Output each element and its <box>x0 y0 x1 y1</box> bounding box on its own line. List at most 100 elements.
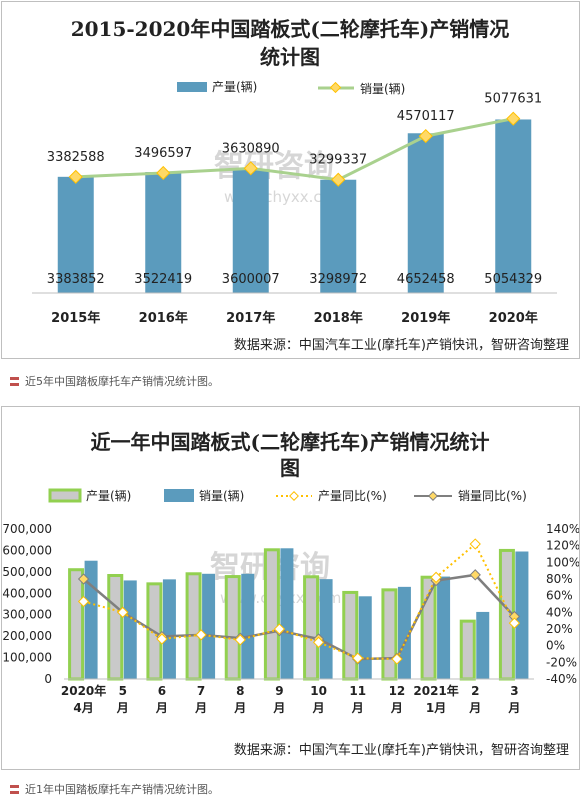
data-label-sales: 5077631 <box>484 92 542 107</box>
data-label-production: 3600007 <box>222 272 280 287</box>
y-tick-label: 100,000 <box>2 651 52 665</box>
x-tick-label-line2: 月 <box>233 701 246 715</box>
y2-tick-label: 120% <box>546 539 579 553</box>
marker-production-yoy <box>77 595 90 608</box>
y-tick-label: 500,000 <box>2 565 52 579</box>
marker-production-yoy <box>234 634 246 646</box>
marker-sales <box>156 165 171 181</box>
x-tick-label-line2: 月 <box>468 701 481 715</box>
x-tick-label: 2016年 <box>139 310 188 326</box>
line-sales <box>75 117 514 182</box>
data-label-production: 5054329 <box>484 272 542 287</box>
legend-label-production-yoy: 产量同比(%) <box>318 489 387 503</box>
x-tick-label: 2017年 <box>226 310 275 326</box>
x-tick-label-line1: 2021年 <box>413 683 458 698</box>
x-tick-label-line1: 9 <box>275 684 283 698</box>
bar-production <box>263 548 280 681</box>
marker-production-yoy <box>117 606 129 618</box>
marker-production-yoy <box>508 617 521 629</box>
bar-sales <box>84 560 98 679</box>
chart-title-line-1: 近一年中国踏板式(二轮摩托车)产销情况统计 <box>91 430 490 454</box>
caption-text: 近5年中国踏板摩托车产销情况统计图。 <box>25 375 219 388</box>
monthly-production-sales-chart: 近一年中国踏板式(二轮摩托车)产销情况统计 图 产量(辆) 销量(辆) 产量同比… <box>2 430 579 758</box>
bar-sales <box>319 579 333 679</box>
x-tick-label: 2020年 <box>489 310 538 326</box>
legend-label-sales-yoy: 销量同比(%) <box>458 489 527 503</box>
marker-sales <box>418 129 433 144</box>
source-note: 数据来源：中国汽车工业(摩托车)产销快讯，智研咨询整理 <box>234 742 569 758</box>
caption-bullet-icon <box>10 785 19 794</box>
annual-production-sales-chart: 2015-2020年中国踏板式(二轮摩托车)产销情况 统计图 产量(辆) 销量(… <box>32 17 569 353</box>
x-tick-label-line2: 月 <box>155 701 168 715</box>
marker-sales-yoy <box>508 610 521 623</box>
line-production-yoy <box>83 542 516 661</box>
chart-title-line-2: 统计图 <box>260 45 320 69</box>
x-tick-label-line2: 月 <box>116 701 129 715</box>
bar-sales <box>437 576 451 679</box>
x-tick-label-line2: 月 <box>507 701 520 715</box>
data-label-production: 3298972 <box>309 272 367 287</box>
y-tick-label: 200,000 <box>2 629 52 643</box>
legend-marker-sales-yoy <box>428 491 438 501</box>
y2-tick-label: 80% <box>546 572 573 586</box>
bar-production <box>303 575 320 681</box>
caption-annual: 近5年中国踏板摩托车产销情况统计图。 <box>10 373 219 389</box>
marker-sales <box>331 172 346 187</box>
caption-bullet-icon <box>10 377 19 386</box>
data-label-sales: 4570117 <box>397 109 455 124</box>
marker-sales <box>68 169 83 184</box>
caption-text: 近1年中国踏板摩托车产销情况统计图。 <box>25 783 219 796</box>
chart-title-line-1: 2015-2020年中国踏板式(二轮摩托车)产销情况 <box>71 17 510 41</box>
data-label-sales: 3630890 <box>222 141 280 156</box>
data-label-production: 3383852 <box>47 272 105 287</box>
x-tick-label-line2: 月 <box>390 701 403 715</box>
legend-label-sales: 销量(辆) <box>360 82 405 96</box>
chart-title-line-2: 图 <box>280 456 300 480</box>
line-sales-yoy <box>82 573 516 661</box>
bar-production <box>185 572 202 681</box>
bar-production <box>320 179 357 293</box>
x-tick-label-line1: 12 <box>389 684 406 698</box>
bar-production <box>145 172 182 293</box>
bar-sales <box>515 551 529 679</box>
y-tick-label: 0 <box>44 672 52 686</box>
marker-production-yoy <box>273 623 286 635</box>
legend-swatch-production <box>177 82 207 92</box>
x-tick-label-line2: 月 <box>194 701 207 715</box>
bar-production <box>459 619 476 681</box>
legend-marker-production-yoy <box>289 491 299 501</box>
bar-production <box>420 575 437 681</box>
marker-sales <box>506 111 521 126</box>
x-tick-label: 2018年 <box>314 310 363 326</box>
marker-production-yoy <box>195 629 207 641</box>
marker-production-yoy <box>156 633 168 645</box>
y2-tick-label: -20% <box>546 655 577 669</box>
bar-production <box>68 568 85 681</box>
x-tick-label-line2: 1月 <box>426 701 446 715</box>
y-tick-label: 400,000 <box>2 586 52 600</box>
bar-production <box>381 588 398 681</box>
y2-tick-label: 140% <box>546 522 579 536</box>
bar-sales <box>162 579 176 679</box>
x-tick-label-line1: 6 <box>158 684 166 698</box>
y2-tick-label: 20% <box>546 622 573 636</box>
x-tick-label-line1: 10 <box>310 684 327 698</box>
y2-tick-label: 100% <box>546 555 579 569</box>
bar-production <box>342 590 359 681</box>
y-tick-label: 300,000 <box>2 608 52 622</box>
y-tick-label: 600,000 <box>2 543 52 557</box>
x-tick-label-line1: 8 <box>236 684 244 698</box>
x-tick-label-line2: 月 <box>272 701 285 715</box>
marker-sales-yoy <box>469 569 481 581</box>
marker-sales <box>243 161 258 176</box>
marker-production-yoy <box>352 652 364 664</box>
y2-tick-label: -40% <box>546 672 577 686</box>
legend-swatch-production <box>48 488 82 503</box>
bar-sales <box>123 580 137 679</box>
legend-marker-sales <box>329 81 342 94</box>
x-tick-label-line2: 4月 <box>73 701 93 715</box>
bar-sales <box>397 586 411 679</box>
legend-swatch-sales <box>164 489 194 502</box>
bar-production <box>107 574 124 681</box>
bar-production <box>407 133 444 293</box>
